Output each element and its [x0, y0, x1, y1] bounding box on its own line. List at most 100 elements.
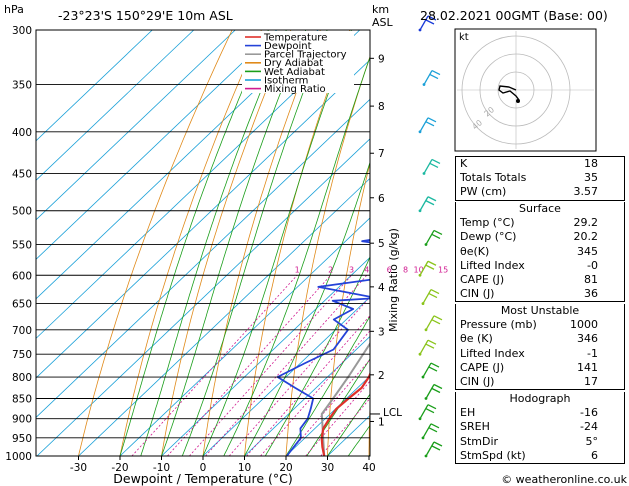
hodograph-table: Hodograph EH -16 SREH -24 StmDir 5° StmSpd …	[455, 392, 625, 464]
hpa-label: hPa	[4, 3, 24, 16]
hodograph-title: Hodograph	[509, 392, 571, 405]
location-title: -23°23'S 150°29'E 10m ASL	[58, 8, 233, 23]
mixing-ratio-label: 15	[438, 265, 448, 274]
surface-row: Dewp (°C) 20.2	[460, 230, 598, 244]
isotherm-line	[36, 98, 370, 418]
isotherm-line	[36, 30, 236, 221]
mu-row: CIN (J) 17	[460, 374, 598, 388]
most-unstable-table: Most Unstable Pressure (mb) 1000 θe (K) 34…	[455, 304, 625, 391]
dry-adiabat-line	[119, 30, 262, 456]
isotherm-line	[36, 30, 319, 300]
isotherm-line	[36, 30, 278, 260]
wind-barb	[418, 339, 437, 356]
wind-barb	[421, 423, 440, 440]
surface-title: Surface	[519, 202, 561, 215]
lcl-label: LCL	[383, 407, 402, 419]
legend-label: Temperature	[263, 32, 327, 43]
pressure-tick-label: 1000	[5, 451, 32, 463]
wind-barb	[421, 288, 440, 305]
pressure-tick-label: 450	[12, 168, 32, 180]
mixing-ratio-label: 4	[364, 265, 369, 274]
most-unstable-title: Most Unstable	[500, 304, 580, 317]
hodo-row: SREH -24	[460, 420, 598, 434]
pressure-tick-label: 500	[12, 206, 32, 218]
isotherm-line	[36, 59, 370, 379]
km-tick-label: 9	[378, 53, 385, 65]
mixing-ratio-label: 6	[387, 265, 392, 274]
isotherm-line	[36, 30, 195, 181]
storm-motion-marker	[516, 99, 520, 103]
mixing-ratio-axis-label: Mixing Ratio (g/kg)	[387, 228, 400, 332]
index-row-pw: PW (cm) 3.57	[460, 185, 598, 199]
dry-adiabat-line	[78, 30, 233, 456]
wind-barb	[418, 15, 437, 32]
pressure-tick-label: 400	[12, 127, 32, 139]
x-tick-label: 40	[362, 462, 375, 474]
hodo-row: StmSpd (kt) 6	[460, 448, 598, 462]
index-row-k: K 18	[460, 157, 598, 170]
dewpoint-line	[276, 239, 370, 456]
wind-barb	[424, 315, 443, 332]
wind-barb	[424, 383, 443, 400]
km-tick-label: 5	[378, 238, 385, 250]
wind-barb	[424, 441, 443, 458]
pressure-tick-label: 600	[12, 270, 32, 282]
km-tick-label: 2	[378, 370, 385, 382]
asl-label: ASL	[372, 16, 394, 29]
isotherm-line	[202, 296, 370, 456]
pressure-tick-label: 750	[12, 349, 32, 361]
temperature-line	[320, 371, 370, 456]
x-tick-label: 30	[321, 462, 334, 474]
mu-row: Pressure (mb) 1000	[460, 318, 598, 332]
hodo-row: StmDir 5°	[460, 434, 598, 448]
pressure-tick-label: 850	[12, 393, 32, 405]
legend-label: Dewpoint	[264, 41, 312, 52]
pressure-tick-label: 700	[12, 325, 32, 337]
wind-barb	[418, 404, 437, 421]
surface-row: Lifted Index -0	[460, 258, 598, 272]
wind-barb	[418, 196, 437, 213]
mixing-ratio-label: 2	[328, 265, 333, 274]
legend-label: Mixing Ratio	[264, 84, 326, 95]
km-tick-label: 7	[378, 148, 385, 160]
pressure-tick-label: 650	[12, 299, 32, 311]
mixing-ratio-label: 1	[295, 265, 300, 274]
km-tick-label: 4	[378, 282, 385, 294]
wet-adiabat-line	[285, 315, 370, 456]
parcel-trajectory-line	[320, 341, 370, 456]
mixing-ratio-line	[131, 274, 298, 456]
x-tick-label: 0	[200, 462, 207, 474]
km-tick-label: 1	[378, 416, 385, 428]
x-tick-label: 20	[279, 462, 292, 474]
indices-table: K 18 Totals Totals 35 PW (cm) 3.57	[455, 156, 625, 201]
isotherm-line	[244, 335, 370, 456]
wind-barb	[422, 69, 441, 86]
surface-row: CAPE (J) 81	[460, 272, 598, 286]
wind-barb	[418, 260, 437, 277]
km-tick-label: 3	[378, 326, 385, 338]
x-tick-label: -10	[153, 462, 170, 474]
surface-table: Surface Temp (°C) 29.2 Dewp (°C) 20.2 θe(K…	[455, 202, 625, 303]
wind-barb	[418, 117, 437, 134]
km-tick-label: 6	[378, 193, 385, 205]
surface-row: CIN (J) 36	[460, 287, 598, 301]
pressure-tick-label: 300	[12, 25, 32, 37]
pressure-tick-label: 900	[12, 414, 32, 426]
pressure-tick-label: 350	[12, 80, 32, 92]
datetime-title: 28.02.2021 00GMT (Base: 00)	[420, 8, 608, 23]
wind-barb	[424, 229, 443, 246]
mixing-ratio-label: 3	[349, 265, 354, 274]
isotherm-line	[78, 177, 370, 456]
copyright: © weatheronline.co.uk	[501, 473, 627, 486]
mixing-ratio-line	[205, 274, 368, 456]
isotherm-line	[119, 217, 370, 456]
isotherm-line	[36, 30, 361, 339]
isotherm-line	[285, 375, 370, 456]
mu-row: Lifted Index -1	[460, 346, 598, 360]
isotherm-line	[36, 138, 370, 456]
index-row-totals: Totals Totals 35	[460, 171, 598, 185]
pressure-tick-label: 950	[12, 433, 32, 445]
surface-row: θe(K) 345	[460, 244, 598, 258]
